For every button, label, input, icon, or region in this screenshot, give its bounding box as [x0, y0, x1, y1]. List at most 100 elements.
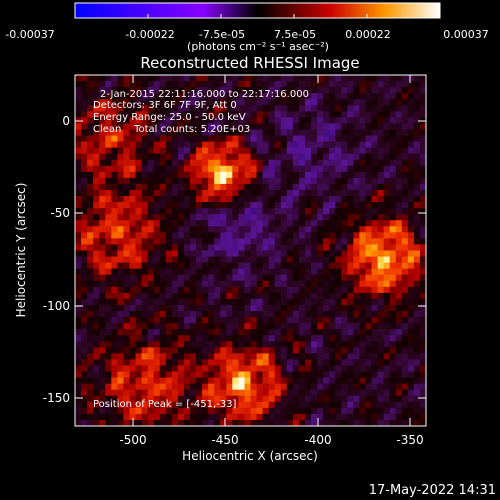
image-pixel [292, 129, 300, 137]
image-pixel [75, 335, 82, 342]
image-pixel [196, 183, 203, 191]
image-pixel [87, 298, 94, 306]
image-pixel [365, 286, 373, 294]
image-pixel [238, 111, 246, 118]
image-pixel [226, 244, 233, 252]
image-pixel [99, 111, 106, 118]
image-pixel [123, 323, 131, 330]
image-pixel [256, 329, 264, 336]
image-pixel [202, 353, 209, 361]
image-pixel [413, 329, 421, 336]
image-pixel [232, 323, 239, 330]
image-pixel [147, 359, 155, 367]
image-pixel [93, 135, 100, 143]
image-pixel [365, 87, 373, 94]
image-pixel [93, 323, 100, 330]
image-pixel [262, 286, 270, 294]
image-pixel [244, 383, 252, 391]
image-pixel [323, 323, 330, 330]
image-pixel [111, 311, 118, 318]
image-pixel [183, 117, 191, 125]
image-pixel [389, 135, 397, 143]
image-pixel [208, 365, 215, 373]
image-pixel [347, 371, 354, 379]
image-pixel [389, 117, 397, 125]
image-pixel [123, 81, 131, 88]
image-pixel [323, 365, 330, 373]
image-pixel [311, 238, 318, 246]
image-pixel [189, 189, 197, 197]
image-pixel [220, 147, 227, 155]
image-pixel [177, 232, 185, 239]
image-pixel [165, 171, 173, 179]
image-pixel [226, 323, 233, 330]
image-pixel [75, 153, 82, 161]
image-pixel [329, 377, 336, 385]
image-pixel [298, 123, 306, 131]
image-pixel [159, 323, 167, 330]
image-pixel [214, 383, 221, 391]
image-pixel [202, 189, 209, 197]
image-pixel [153, 226, 161, 233]
image-pixel [292, 256, 300, 264]
image-pixel [214, 105, 221, 112]
image-pixel [177, 413, 185, 421]
image-pixel [105, 250, 112, 258]
image-pixel [189, 371, 197, 379]
image-pixel [280, 165, 288, 173]
image-pixel [359, 401, 367, 409]
image-pixel [353, 196, 361, 203]
image-pixel [165, 280, 173, 288]
image-pixel [407, 250, 415, 258]
image-pixel [317, 196, 324, 203]
image-pixel [111, 220, 118, 227]
image-pixel [401, 341, 409, 348]
image-pixel [105, 413, 112, 421]
image-pixel [389, 353, 397, 361]
image-pixel [347, 311, 354, 318]
image-pixel [280, 208, 288, 215]
image-pixel [262, 280, 270, 288]
image-pixel [298, 311, 306, 318]
image-pixel [401, 244, 409, 252]
image-pixel [238, 238, 246, 246]
image-pixel [274, 244, 282, 252]
image-pixel [286, 353, 294, 361]
image-pixel [232, 365, 239, 373]
image-pixel [292, 401, 300, 409]
image-pixel [341, 274, 348, 282]
image-pixel [268, 153, 276, 161]
image-pixel [329, 395, 336, 403]
image-pixel [220, 341, 227, 348]
image-pixel [250, 105, 258, 112]
image-pixel [304, 407, 312, 415]
image-pixel [177, 274, 185, 282]
image-pixel [226, 202, 233, 209]
image-pixel [377, 81, 385, 88]
image-pixel [371, 371, 379, 379]
image-pixel [208, 317, 215, 324]
image-pixel [359, 141, 367, 149]
image-pixel [171, 359, 179, 367]
image-pixel [250, 123, 258, 131]
image-pixel [383, 250, 391, 258]
image-pixel [268, 256, 276, 264]
image-pixel [347, 383, 354, 391]
image-pixel [75, 389, 82, 397]
image-pixel [220, 177, 227, 185]
image-pixel [153, 365, 161, 373]
image-pixel [274, 335, 282, 342]
image-pixel [292, 220, 300, 227]
image-pixel [407, 196, 415, 203]
image-pixel [117, 111, 125, 118]
image-pixel [232, 250, 239, 258]
image-pixel [347, 117, 354, 125]
image-pixel [238, 419, 246, 426]
image-pixel [407, 347, 415, 354]
image-pixel [99, 298, 106, 306]
image-pixel [292, 280, 300, 288]
image-pixel [395, 153, 403, 161]
image-pixel [117, 383, 125, 391]
image-pixel [256, 395, 264, 403]
image-pixel [298, 317, 306, 324]
